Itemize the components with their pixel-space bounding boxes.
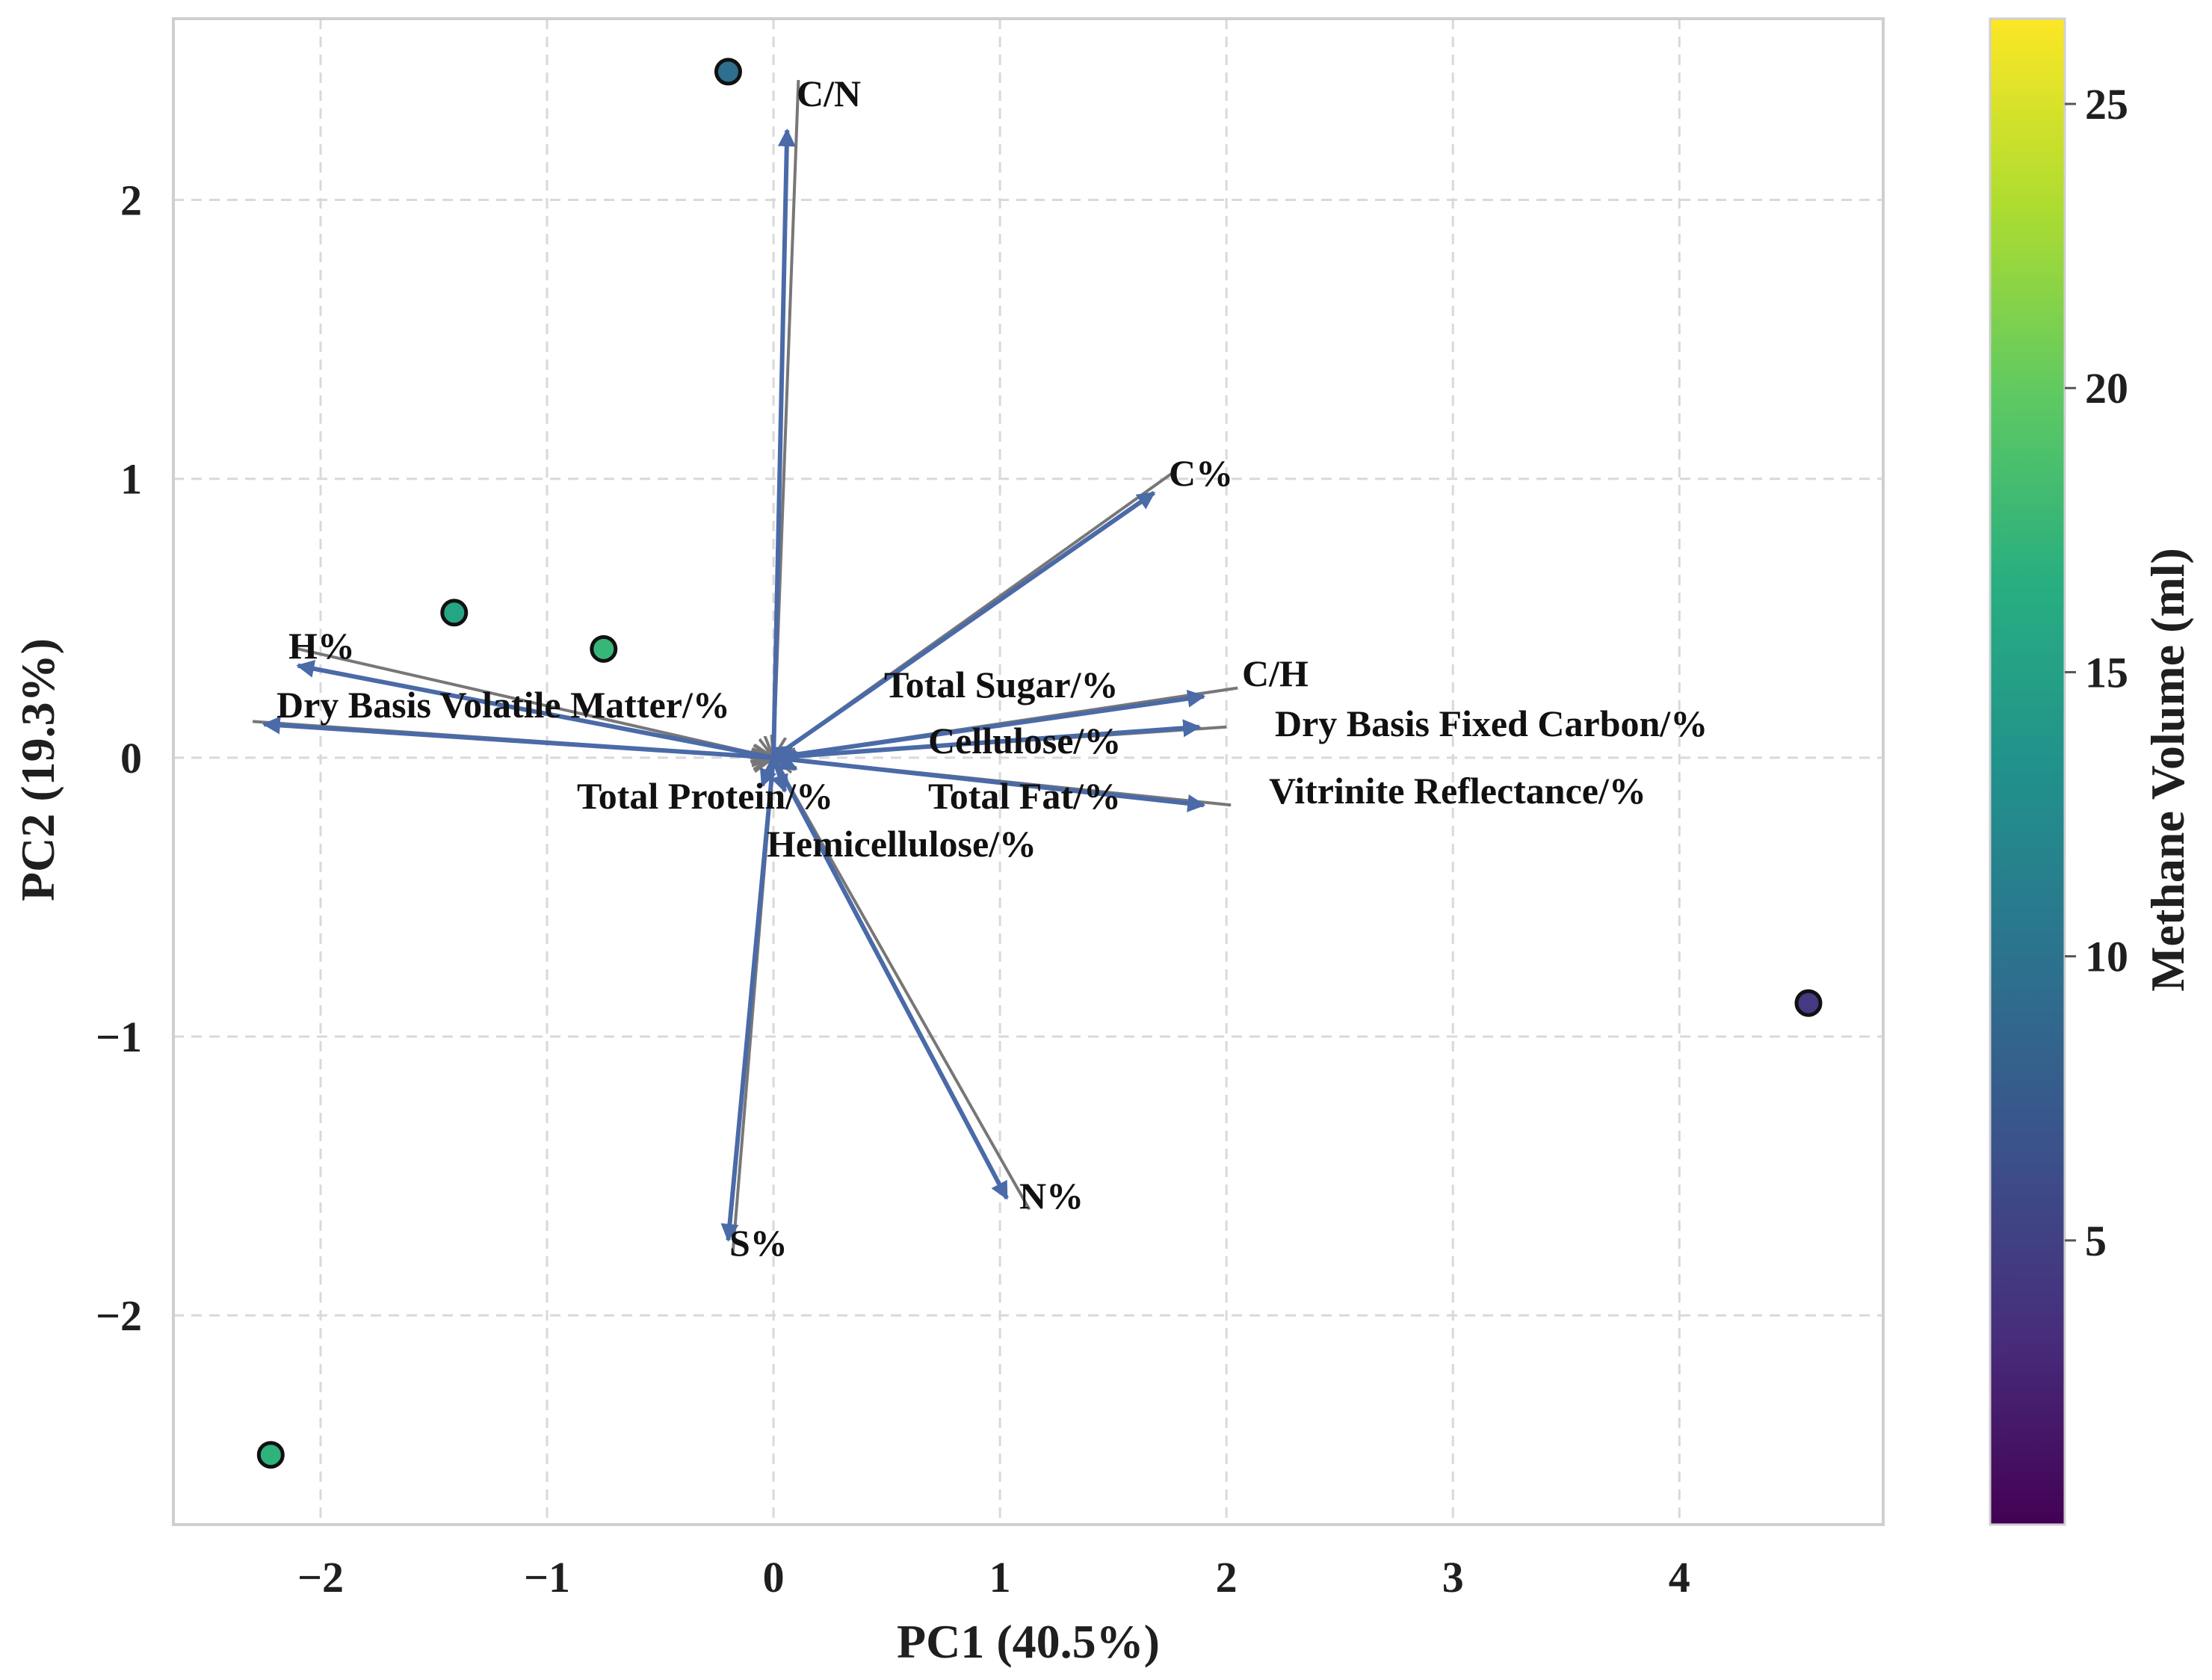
colorbar-tick-label: 20	[2085, 364, 2128, 413]
variable-label: Dry Basis Fixed Carbon/%	[1275, 702, 1708, 744]
loading-arrow	[296, 660, 774, 760]
variable-label: C/N	[797, 72, 861, 114]
y-tick-label: 2	[120, 176, 142, 225]
y-tick-label: −1	[96, 1013, 142, 1061]
data-point	[256, 1441, 285, 1469]
x-tick-label: 3	[1442, 1553, 1464, 1602]
y-axis-ticks: −2 −1 0 1 2	[96, 176, 142, 1341]
x-tick-label: −1	[524, 1553, 570, 1602]
y-tick-label: −2	[96, 1291, 142, 1340]
x-tick-label: 4	[1669, 1553, 1690, 1602]
colorbar-tick-label: 25	[2085, 80, 2128, 129]
label-arrow	[773, 758, 1031, 1211]
y-tick-label: 0	[120, 734, 142, 782]
loading-arrow	[773, 719, 1202, 760]
variable-label: Total Protein/%	[577, 775, 833, 817]
variable-label: Hemicellulose/%	[767, 823, 1037, 865]
x-tick-label: −2	[297, 1553, 344, 1602]
variable-label: C/H	[1242, 652, 1309, 694]
colorbar-tick-label: 10	[2085, 933, 2128, 981]
loading-arrow	[773, 689, 1206, 760]
loading-arrow	[720, 757, 776, 1242]
colorbar-title: Methane Volume (ml)	[2141, 548, 2194, 992]
variable-labels: C/N C% H% Dry Basis Volatile Matter/% C/H Dry…	[276, 72, 1708, 1264]
variable-label: Total Sugar/%	[884, 664, 1119, 705]
variable-label: Vitrinite Reflectance/%	[1269, 770, 1646, 812]
variable-label: S%	[729, 1222, 788, 1264]
x-tick-label: 0	[763, 1553, 785, 1602]
grid-lines	[173, 19, 1883, 1525]
data-point	[440, 599, 469, 627]
loading-arrow	[771, 128, 796, 758]
colorbar-gradient	[1989, 17, 2066, 1526]
data-point	[590, 634, 618, 663]
colorbar-tick-label: 15	[2085, 648, 2128, 697]
y-tick-label: 1	[120, 455, 142, 504]
variable-label: N%	[1019, 1175, 1084, 1217]
plot-frame	[172, 17, 1885, 1526]
x-tick-label: 2	[1216, 1553, 1238, 1602]
loading-arrow	[262, 716, 774, 760]
variable-label: Dry Basis Volatile Matter/%	[276, 684, 730, 726]
label-arrow	[297, 647, 773, 758]
variable-label: Cellulose/%	[928, 720, 1121, 762]
variable-label: Total Fat/%	[928, 775, 1121, 817]
colorbar-ticks: 5 10 15 20 25	[2065, 80, 2128, 1265]
x-axis-title: PC1 (40.5%)	[897, 1615, 1160, 1668]
loading-arrow	[773, 755, 1206, 812]
variable-label: H%	[288, 625, 355, 667]
colorbar: 5 10 15 20 25 Methane Volume (ml)	[1989, 17, 2194, 1526]
x-tick-label: 1	[989, 1553, 1011, 1602]
x-axis-ticks: −2 −1 0 1 2 3 4	[297, 1553, 1690, 1602]
loading-arrow	[772, 490, 1156, 760]
data-point	[1794, 989, 1823, 1017]
colorbar-tick-label: 5	[2085, 1217, 2107, 1265]
loading-arrow	[771, 756, 1009, 1200]
loading-vectors	[262, 128, 1206, 1242]
variable-label: C%	[1169, 452, 1233, 494]
y-axis-title: PC2 (19.3%)	[11, 638, 64, 901]
data-points	[256, 58, 1823, 1469]
data-point	[714, 58, 742, 86]
